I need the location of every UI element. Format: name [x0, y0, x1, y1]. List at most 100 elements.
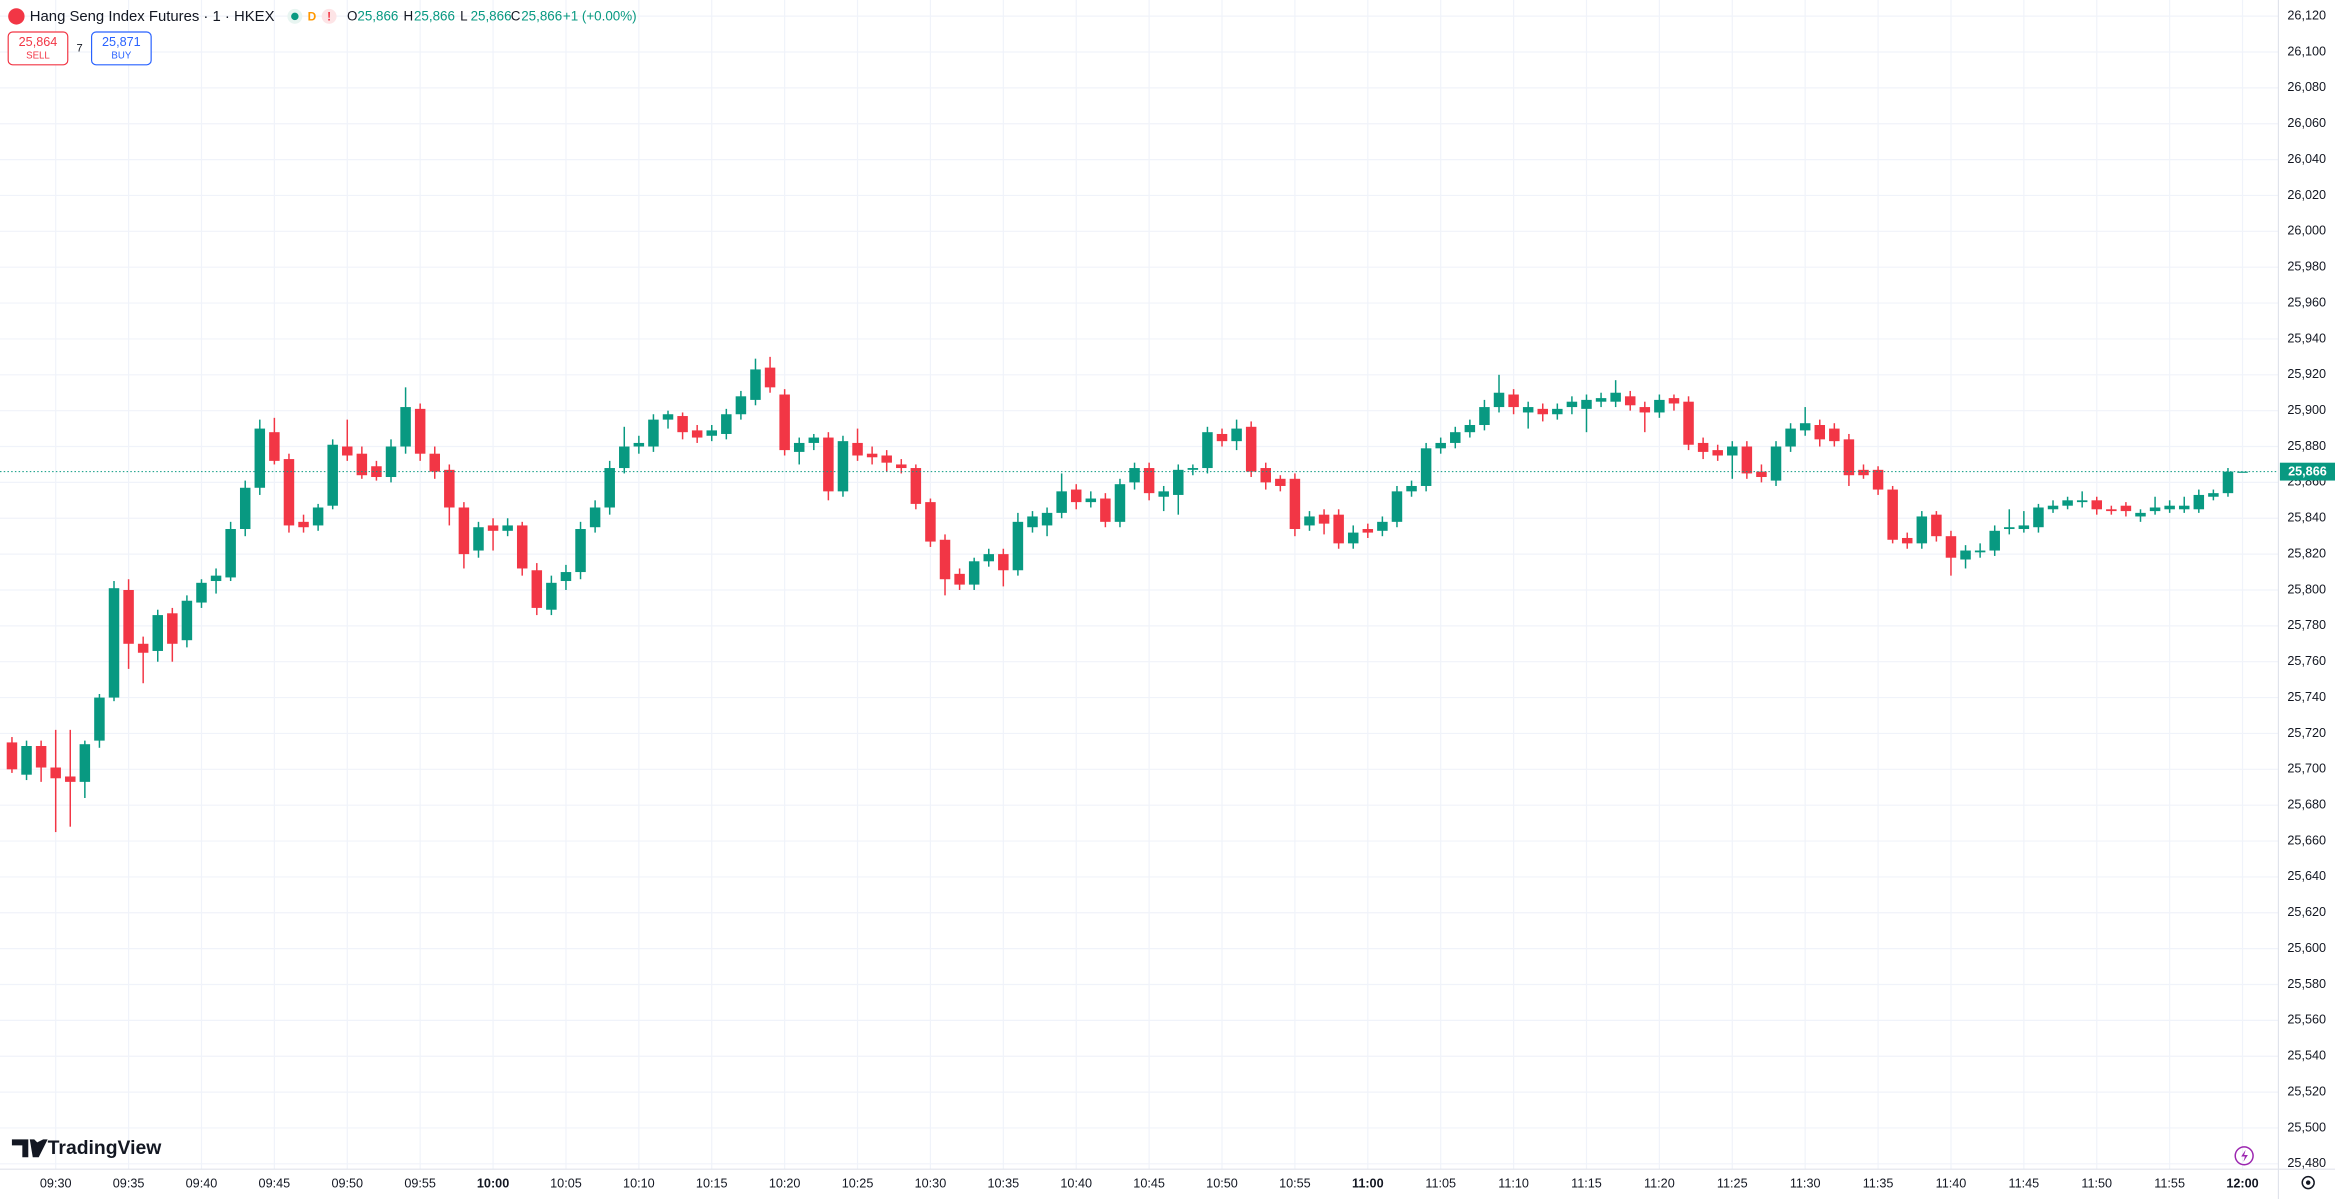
x-tick-label: 12:00 [2226, 1176, 2258, 1190]
candle-body [764, 367, 776, 388]
x-tick-label: 09:55 [404, 1176, 436, 1190]
x-tick-label: 10:40 [1060, 1176, 1092, 1190]
candle-body [910, 468, 922, 504]
candle-body [1012, 521, 1024, 571]
candle-body [1187, 468, 1199, 470]
candle-body [633, 442, 645, 447]
settings-button[interactable] [2301, 1175, 2315, 1190]
candle-body [312, 507, 324, 526]
candle-body [866, 453, 878, 458]
candle-body [1697, 442, 1709, 452]
candle-body [2106, 509, 2117, 512]
candle-body [2076, 500, 2088, 503]
candle-body [283, 459, 295, 526]
candle-body [546, 582, 557, 610]
x-tick-label: 11:30 [1790, 1176, 1821, 1190]
ohlc-legend: O 25,866 H 25,866 L 25,866 C 25,866 [347, 9, 562, 24]
candle-body [1683, 401, 1694, 445]
market-status[interactable] [291, 12, 299, 21]
x-tick-label: 11:15 [1571, 1176, 1602, 1190]
x-tick-label: 11:45 [2009, 1176, 2040, 1190]
candle-body [1245, 426, 1257, 472]
y-tick-label: 25,880 [2287, 439, 2326, 453]
candle-body [94, 697, 105, 741]
candle-body [691, 430, 703, 438]
candle-body [2149, 507, 2161, 512]
sell-label: SELL [26, 50, 50, 61]
candle-body [1901, 537, 1913, 544]
candle-body [239, 487, 251, 530]
session-badge[interactable]: D [308, 9, 317, 23]
x-tick-label: 11:20 [1644, 1176, 1675, 1190]
spread: 7 [77, 42, 83, 54]
x-tick-label: 10:20 [769, 1176, 801, 1190]
candle-body [444, 469, 455, 508]
candle-body [1931, 514, 1942, 537]
candle-body [35, 745, 47, 768]
candle-body [1770, 446, 1782, 481]
candle-body [1785, 428, 1796, 447]
candle-body [123, 589, 134, 644]
candle-body [473, 527, 484, 551]
candle-body [1610, 392, 1621, 402]
candle-body [1450, 432, 1461, 443]
candle-body [589, 507, 601, 528]
y-tick-label: 25,540 [2287, 1049, 2326, 1063]
candle-body [1624, 396, 1636, 406]
candle-body [1085, 498, 1097, 503]
candle-body [1216, 433, 1228, 442]
change: +1 (+0.00%) [563, 9, 637, 24]
candle-body [2237, 471, 2248, 473]
candle-body [1260, 468, 1272, 483]
candle-body [1143, 468, 1155, 494]
y-tick-label: 25,960 [2287, 295, 2326, 309]
candle-body [939, 539, 951, 580]
candle-body [706, 430, 717, 436]
alert-badge[interactable]: ! [327, 9, 331, 23]
candle-body [1347, 532, 1359, 544]
y-tick-label: 25,600 [2287, 941, 2326, 955]
candle-body [1654, 399, 1665, 413]
candle-body [1756, 471, 1767, 478]
candle-body [1114, 484, 1126, 522]
y-tick-label: 25,760 [2287, 654, 2326, 668]
y-tick-label: 25,680 [2287, 798, 2326, 812]
candle-body [1377, 521, 1388, 531]
candle-body [1100, 498, 1111, 522]
trade-buttons: 25,864 SELL 7 25,871 BUY [7, 31, 152, 66]
legend-key: O [347, 9, 357, 24]
x-tick-label: 11:55 [2154, 1176, 2185, 1190]
candle-body [1406, 485, 1417, 492]
lightning-button[interactable] [2234, 1146, 2254, 1166]
y-tick-label: 26,100 [2287, 44, 2326, 58]
x-tick-label: 10:10 [623, 1176, 655, 1190]
sell-button[interactable] [7, 31, 69, 66]
candle-body [881, 455, 892, 463]
symbol-title[interactable]: Hang Seng Index Futures · 1 · HKEX [30, 9, 275, 25]
x-tick-label: 09:50 [331, 1176, 363, 1190]
x-tick-label: 09:45 [259, 1176, 291, 1190]
y-tick-label: 25,840 [2287, 511, 2326, 525]
brand-name[interactable]: TradingView [48, 1137, 163, 1159]
y-tick-label: 25,980 [2287, 260, 2326, 274]
y-tick-label: 25,660 [2287, 833, 2326, 847]
x-tick-label: 11:50 [2081, 1176, 2112, 1190]
candle-body [1362, 529, 1374, 533]
candle-body [604, 468, 615, 508]
candle-body [152, 615, 163, 651]
x-tick-label: 10:05 [550, 1176, 582, 1190]
candle-body [1202, 432, 1213, 469]
candle-body [1318, 514, 1330, 524]
candle-body [385, 446, 397, 478]
candle-body [954, 573, 965, 585]
candle-body [1989, 530, 2000, 551]
candle-body [2135, 512, 2146, 517]
candle-body [225, 529, 236, 578]
x-tick-label: 10:30 [915, 1176, 947, 1190]
x-tick-label: 11:35 [1863, 1176, 1894, 1190]
candle-body [1056, 491, 1067, 513]
symbol-logo [8, 8, 25, 25]
buy-button[interactable] [90, 31, 152, 66]
